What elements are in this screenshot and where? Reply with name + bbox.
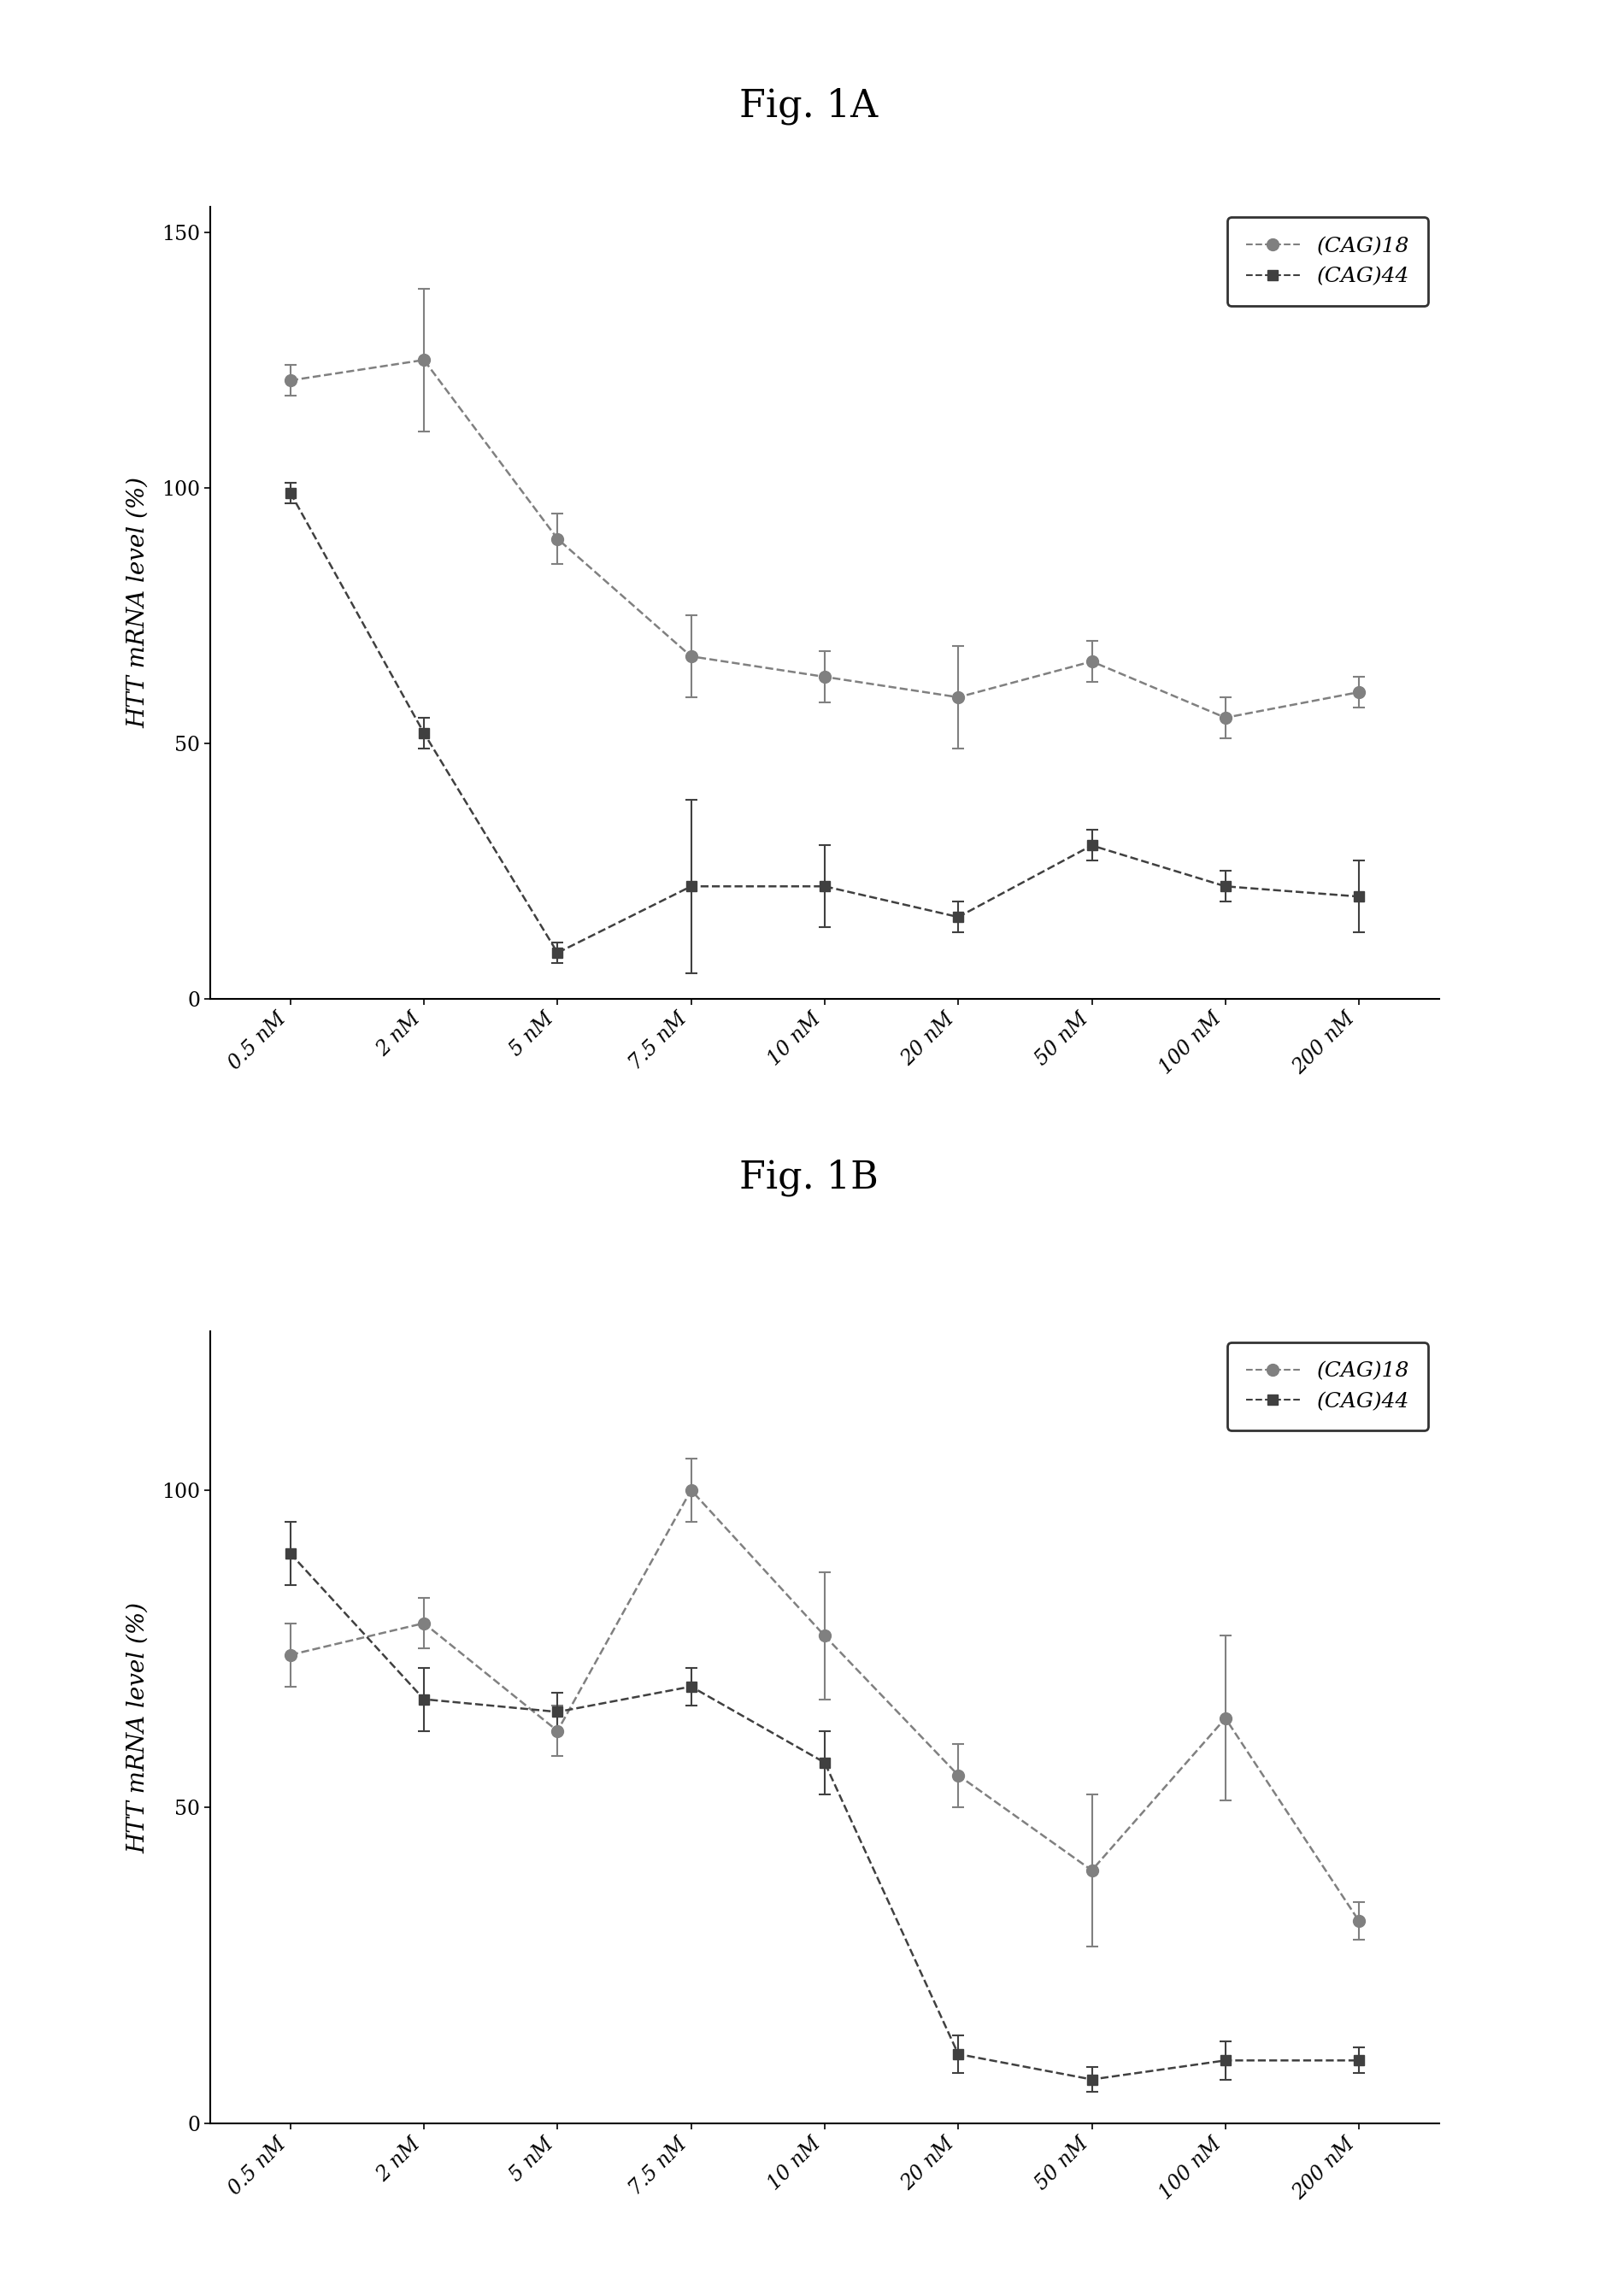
Text: Fig. 1A: Fig. 1A <box>739 87 878 124</box>
Legend: (CAG)18, (CAG)44: (CAG)18, (CAG)44 <box>1227 218 1428 305</box>
Y-axis label: HTT mRNA level (%): HTT mRNA level (%) <box>126 478 150 728</box>
Text: Fig. 1B: Fig. 1B <box>739 1159 878 1196</box>
Legend: (CAG)18, (CAG)44: (CAG)18, (CAG)44 <box>1227 1343 1428 1430</box>
Y-axis label: HTT mRNA level (%): HTT mRNA level (%) <box>126 1603 150 1853</box>
